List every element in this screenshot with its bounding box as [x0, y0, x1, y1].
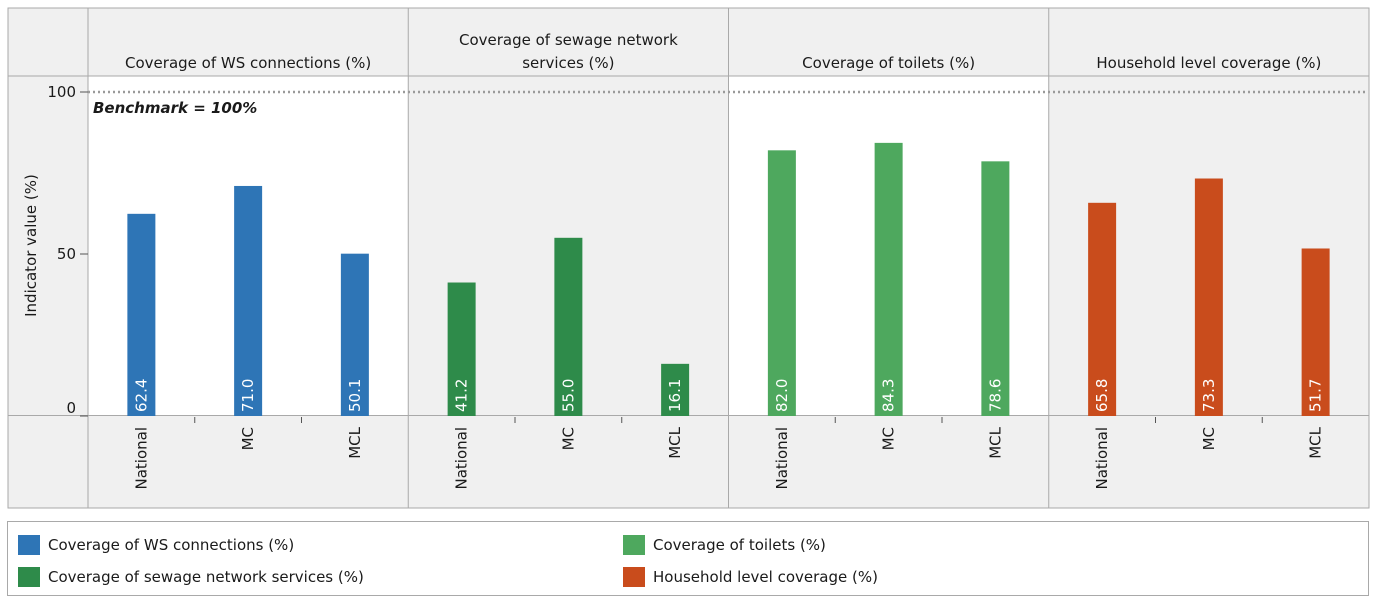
y-tick-label: 50: [57, 245, 76, 263]
panel-header: Coverage of WS connections (%): [125, 54, 371, 72]
panel-header: services (%): [522, 54, 614, 72]
bar: [234, 185, 263, 416]
bar: [340, 253, 369, 416]
category-label: MCL: [346, 426, 364, 458]
legend: Coverage of WS connections (%) Coverage …: [7, 521, 1369, 596]
category-label: National: [1093, 427, 1111, 490]
bar-value-label: 73.3: [1200, 379, 1218, 412]
legend-label: Coverage of sewage network services (%): [48, 568, 364, 586]
bar: [554, 237, 583, 416]
panel-header: Coverage of sewage network: [459, 31, 678, 49]
bar: [1301, 248, 1330, 416]
bar-value-label: 65.8: [1093, 379, 1111, 412]
category-label: MCL: [1307, 426, 1325, 458]
benchmark-label: Benchmark = 100%: [93, 99, 257, 117]
bar: [874, 142, 903, 417]
category-label: MC: [1200, 427, 1218, 450]
legend-item-toilets: Coverage of toilets (%): [623, 535, 826, 555]
y-tick-label: 0: [66, 399, 76, 417]
category-label: MC: [239, 427, 257, 450]
category-label: MCL: [986, 426, 1004, 458]
legend-swatch: [18, 535, 40, 555]
bar-value-label: 55.0: [559, 379, 577, 412]
bar: [1088, 202, 1117, 416]
legend-swatch: [18, 567, 40, 587]
bar-value-label: 71.0: [239, 379, 257, 412]
y-tick-label: 100: [47, 83, 76, 101]
bar: [767, 150, 796, 416]
bar: [1194, 178, 1223, 416]
bar-value-label: 82.0: [773, 379, 791, 412]
bar-value-label: 41.2: [453, 379, 471, 412]
category-label: National: [453, 427, 471, 490]
legend-swatch: [623, 567, 645, 587]
category-label: National: [132, 427, 150, 490]
bar: [127, 213, 156, 416]
bar-value-label: 51.7: [1307, 379, 1325, 412]
legend-item-ws-connections: Coverage of WS connections (%): [18, 535, 294, 555]
category-label: National: [773, 427, 791, 490]
bar-value-label: 16.1: [666, 379, 684, 412]
legend-swatch: [623, 535, 645, 555]
y-axis-label: Indicator value (%): [22, 174, 40, 317]
bar-value-label: 78.6: [986, 379, 1004, 412]
bar: [661, 363, 690, 416]
panel-header: Household level coverage (%): [1096, 54, 1321, 72]
category-label: MCL: [666, 426, 684, 458]
category-label: MC: [559, 427, 577, 450]
bar-value-label: 62.4: [132, 379, 150, 412]
bar-value-label: 84.3: [880, 379, 898, 412]
faceted-bar-chart: Benchmark = 100% 0 50 100 Indicator value (%…: [7, 7, 1370, 509]
bar: [447, 282, 476, 416]
bar-value-label: 50.1: [346, 379, 364, 412]
legend-item-household: Household level coverage (%): [623, 567, 878, 587]
legend-item-sewage-network: Coverage of sewage network services (%): [18, 567, 364, 587]
legend-label: Coverage of toilets (%): [653, 536, 826, 554]
legend-label: Coverage of WS connections (%): [48, 536, 295, 554]
category-label: MC: [880, 427, 898, 450]
panel-header: Coverage of toilets (%): [802, 54, 975, 72]
legend-label: Household level coverage (%): [653, 568, 878, 586]
bar: [981, 161, 1010, 416]
